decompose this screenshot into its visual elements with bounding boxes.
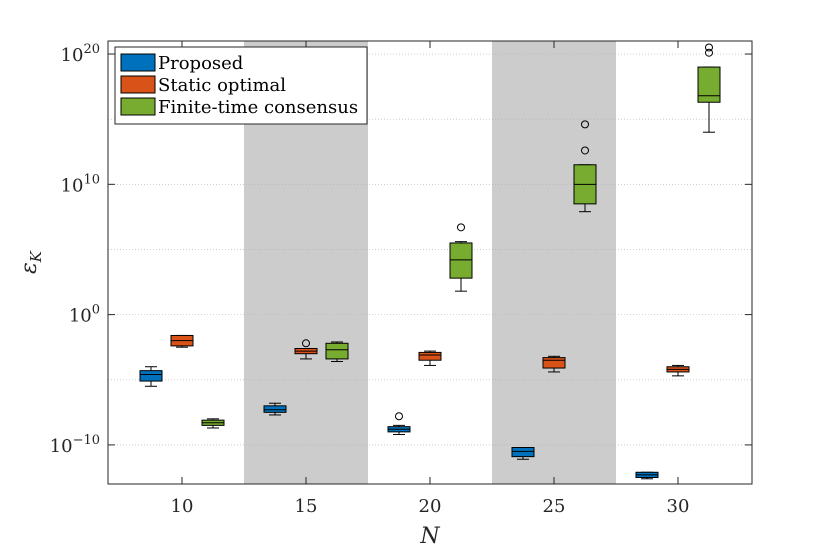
legend-swatch bbox=[120, 53, 156, 72]
box-20 bbox=[449, 223, 473, 292]
box-body bbox=[325, 342, 349, 360]
outlier-point bbox=[705, 43, 713, 52]
legend-label: Finite-time consensus bbox=[158, 97, 358, 118]
box-body bbox=[449, 242, 473, 279]
legend-box bbox=[114, 46, 368, 125]
outlier-point bbox=[581, 120, 589, 129]
box-20 bbox=[387, 412, 411, 435]
box-25 bbox=[573, 120, 597, 213]
y-tick-label: 100 bbox=[69, 303, 100, 327]
outlier-point bbox=[395, 412, 403, 421]
y-tick-label: 10−10 bbox=[50, 433, 100, 457]
box-25 bbox=[542, 355, 566, 373]
box-30 bbox=[666, 364, 690, 377]
series-static-optimal bbox=[170, 334, 690, 377]
legend-label: Static optimal bbox=[158, 75, 286, 96]
y-axis-label: εK bbox=[17, 250, 45, 274]
outlier-point bbox=[302, 339, 310, 348]
axis-ticks bbox=[108, 41, 752, 484]
box-15 bbox=[263, 402, 287, 416]
grid-lines bbox=[108, 53, 752, 446]
y-tick-labels: 10−10 100 1010 1020 bbox=[50, 42, 100, 457]
box-20 bbox=[418, 350, 442, 366]
legend-swatch bbox=[120, 75, 156, 94]
x-tick-label: 30 bbox=[667, 496, 690, 517]
x-tick-label: 15 bbox=[295, 496, 318, 517]
box-15 bbox=[325, 341, 349, 363]
box-body bbox=[418, 351, 442, 361]
box-body bbox=[511, 447, 535, 458]
shaded-band-25 bbox=[492, 41, 616, 484]
box-30 bbox=[697, 43, 721, 133]
box-10 bbox=[170, 334, 194, 348]
legend-label: Proposed bbox=[158, 53, 243, 74]
x-tick-labels: 10 15 20 25 30 bbox=[171, 496, 690, 517]
box-15 bbox=[294, 339, 318, 360]
legend-swatch bbox=[120, 97, 156, 116]
box-10 bbox=[201, 418, 225, 429]
box-body bbox=[542, 357, 566, 369]
box-body bbox=[139, 370, 163, 382]
series-finite-time-consensus bbox=[201, 43, 721, 429]
box-body bbox=[697, 66, 721, 103]
x-tick-label: 25 bbox=[543, 496, 566, 517]
x-tick-label: 10 bbox=[171, 496, 194, 517]
y-tick-label: 1010 bbox=[61, 172, 100, 196]
series-proposed bbox=[139, 366, 659, 480]
box-series bbox=[139, 43, 721, 480]
box-10 bbox=[139, 366, 163, 387]
outlier-point bbox=[457, 223, 465, 232]
y-tick-label: 1020 bbox=[61, 42, 100, 66]
x-axis-label: N bbox=[419, 524, 440, 549]
outlier-point bbox=[705, 48, 713, 57]
x-tick-label: 20 bbox=[419, 496, 442, 517]
box-25 bbox=[511, 447, 535, 460]
box-body bbox=[263, 405, 287, 413]
box-30 bbox=[635, 471, 659, 480]
outlier-point bbox=[581, 146, 589, 155]
